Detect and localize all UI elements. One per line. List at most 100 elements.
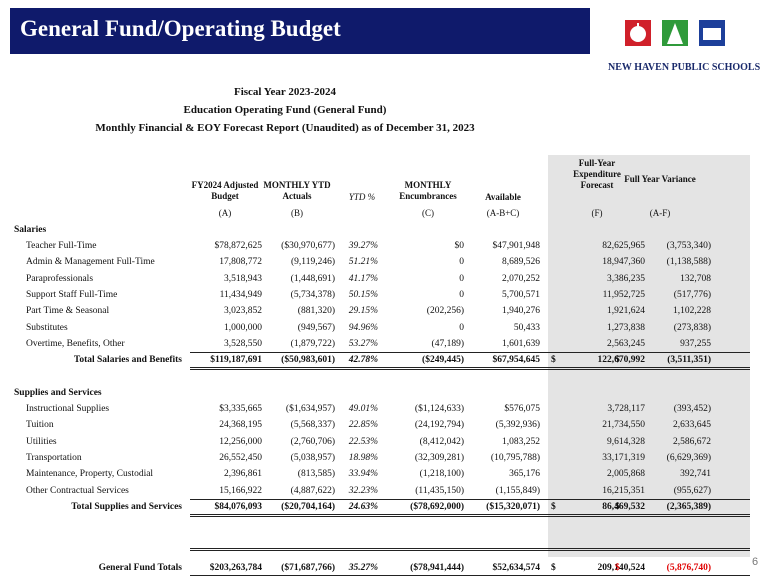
cell: (11,435,150) bbox=[415, 485, 464, 496]
cell: 21,734,550 bbox=[602, 420, 645, 431]
cell: 41.17% bbox=[348, 273, 378, 284]
row-label: Utilities bbox=[26, 436, 57, 447]
cell: 0 bbox=[459, 289, 464, 300]
report-title: Education Operating Fund (General Fund) bbox=[183, 104, 387, 116]
cell: $52,634,574 bbox=[492, 562, 541, 573]
cell: (47,189) bbox=[431, 338, 464, 349]
rule bbox=[190, 498, 750, 500]
column-code: (B) bbox=[291, 208, 303, 218]
cell: ($1,124,633) bbox=[414, 404, 464, 415]
cell: 1,083,252 bbox=[502, 436, 540, 447]
cell: 42.78% bbox=[348, 355, 378, 366]
cell: $119,187,691 bbox=[210, 355, 262, 366]
cell: 0 bbox=[459, 273, 464, 284]
cell: (32,309,281) bbox=[414, 453, 464, 463]
rule bbox=[190, 352, 750, 354]
column-header: Full-Year Expenditure Forecast bbox=[573, 158, 621, 190]
cell: 3,728,117 bbox=[607, 404, 645, 415]
cell: (24,192,794) bbox=[414, 420, 464, 431]
cell: $67,954,645 bbox=[492, 355, 541, 366]
cell: 50.15% bbox=[348, 289, 378, 300]
cell: ($15,320,071) bbox=[486, 501, 540, 512]
section-title: Salaries bbox=[14, 225, 47, 235]
cell: 39.27% bbox=[348, 241, 378, 251]
cell: (273,838) bbox=[673, 322, 711, 333]
logo-text: NEW HAVEN PUBLIC SCHOOLS bbox=[608, 62, 761, 73]
cell: ($50,983,601) bbox=[281, 355, 335, 366]
cell: (6,629,369) bbox=[666, 453, 711, 463]
cell: 49.01% bbox=[348, 404, 378, 415]
cell: 3,386,235 bbox=[607, 273, 645, 284]
cell: (1,155,849) bbox=[495, 485, 540, 496]
cell: 2,563,245 bbox=[607, 338, 645, 349]
row-label: Support Staff Full-Time bbox=[26, 289, 118, 300]
cell: (1,879,722) bbox=[290, 338, 335, 349]
cell: 3,528,550 bbox=[224, 338, 262, 349]
forecast-shade bbox=[548, 155, 750, 557]
cell: 3,023,852 bbox=[224, 306, 262, 317]
currency: $ bbox=[551, 562, 556, 573]
row-label: Instructional Supplies bbox=[26, 404, 110, 415]
cell: 2,396,861 bbox=[224, 469, 262, 480]
cell: (1,448,691) bbox=[290, 273, 335, 284]
report-title: Fiscal Year 2023-2024 bbox=[233, 86, 337, 98]
cell: $203,263,784 bbox=[209, 562, 262, 573]
title: General Fund/Operating Budget bbox=[20, 16, 341, 41]
column-header: Available bbox=[485, 192, 521, 202]
cell: 209,140,524 bbox=[597, 562, 646, 573]
cell: 50,433 bbox=[513, 322, 540, 333]
cell: $3,335,665 bbox=[219, 404, 262, 415]
cell: 11,952,725 bbox=[602, 289, 645, 300]
cell: 937,255 bbox=[680, 338, 711, 349]
cell: 94.96% bbox=[348, 322, 378, 333]
total-label: Total Salaries and Benefits bbox=[73, 355, 182, 366]
cell: 35.27% bbox=[348, 562, 378, 573]
cell: 22.85% bbox=[348, 420, 378, 431]
cell: (2,365,389) bbox=[666, 501, 711, 512]
row-label: Tuition bbox=[26, 420, 54, 431]
row-label: Substitutes bbox=[26, 322, 68, 333]
rule bbox=[190, 574, 750, 576]
page-number: 6 bbox=[752, 556, 759, 568]
cell: 26,552,450 bbox=[219, 453, 262, 463]
section-title: Supplies and Services bbox=[14, 388, 102, 399]
cell: 8,689,526 bbox=[502, 257, 540, 268]
cell: 3,518,943 bbox=[224, 273, 262, 284]
cell: $0 bbox=[454, 241, 465, 251]
currency: $ bbox=[615, 355, 620, 366]
cell: (10,795,788) bbox=[490, 453, 540, 463]
cell: 12,256,000 bbox=[219, 436, 262, 447]
rule bbox=[190, 547, 750, 549]
row-label: Transportation bbox=[26, 453, 82, 463]
cell: ($249,445) bbox=[422, 355, 464, 366]
cell: 18.98% bbox=[348, 453, 378, 463]
cell: 0 bbox=[459, 257, 464, 268]
cell: $84,076,093 bbox=[214, 501, 263, 512]
cell: ($20,704,164) bbox=[281, 501, 335, 512]
cell: (9,119,246) bbox=[291, 257, 335, 268]
cell: 22.53% bbox=[348, 436, 378, 447]
currency: $ bbox=[551, 501, 556, 512]
cell: 1,601,639 bbox=[502, 338, 540, 349]
report-title: Monthly Financial & EOY Forecast Report … bbox=[95, 122, 475, 134]
cell: 2,070,252 bbox=[502, 273, 540, 284]
cell: 2,586,672 bbox=[673, 436, 711, 447]
cell: 17,808,772 bbox=[219, 257, 262, 268]
cell: (2,760,706) bbox=[290, 436, 335, 447]
cell: 33.94% bbox=[348, 469, 378, 480]
cell: ($1,634,957) bbox=[285, 404, 335, 415]
row-label: Overtime, Benefits, Other bbox=[26, 338, 125, 349]
cell: 82,625,965 bbox=[602, 241, 645, 251]
cell: 1,940,276 bbox=[502, 306, 540, 317]
cell: (881,320) bbox=[297, 306, 335, 317]
column-code: (C) bbox=[422, 208, 434, 218]
rule bbox=[190, 515, 750, 517]
column-header: Full Year Variance bbox=[624, 174, 696, 184]
cell: ($30,970,677) bbox=[281, 241, 335, 251]
cell: ($78,692,000) bbox=[410, 501, 464, 512]
cell: (393,452) bbox=[673, 404, 711, 415]
cell: 32.23% bbox=[348, 485, 378, 496]
rule bbox=[190, 369, 750, 371]
row-label: Paraprofessionals bbox=[26, 273, 94, 284]
cell: 122,670,992 bbox=[597, 355, 646, 366]
